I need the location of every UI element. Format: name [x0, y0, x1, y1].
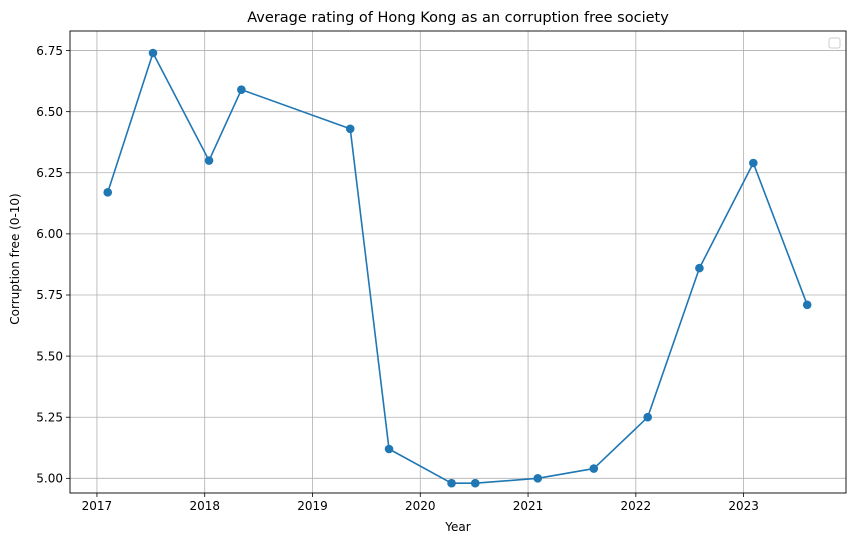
y-tick-label: 5.00: [36, 472, 63, 486]
data-point: [695, 263, 704, 273]
y-tick-label: 5.50: [36, 349, 63, 363]
y-tick-label: 6.75: [36, 44, 63, 58]
data-point: [103, 188, 113, 197]
data-point: [643, 412, 652, 422]
y-tick-label: 5.75: [36, 288, 63, 302]
x-tick-label: 2021: [513, 499, 544, 513]
data-point: [204, 156, 214, 165]
y-tick-label: 6.00: [36, 227, 63, 241]
y-tick-label: 6.25: [36, 166, 63, 180]
data-point: [470, 478, 480, 488]
x-tick-label: 2022: [621, 499, 652, 513]
axis-ticks: 2017 2018 2019 2020 2021 2022 2023 5.00 5.25 5.50…: [36, 44, 759, 513]
data-point: [802, 300, 812, 310]
x-tick-label: 2019: [297, 499, 328, 513]
grid-lines: [70, 31, 846, 493]
data-point: [589, 464, 599, 473]
y-tick-label: 6.50: [36, 105, 63, 119]
x-tick-label: 2023: [728, 499, 759, 513]
data-point: [237, 85, 246, 94]
plot-frame: [69, 30, 847, 494]
x-tick-label: 2017: [82, 499, 113, 513]
data-point: [345, 124, 355, 134]
series-line: [106, 52, 808, 485]
y-axis-label: Corruption free (0-10): [8, 193, 22, 324]
data-point: [533, 474, 543, 483]
data-point: [447, 478, 456, 488]
x-tick-label: 2020: [405, 499, 436, 513]
data-point: [384, 444, 394, 454]
chart-title: Average rating of Hong Kong as an corrup…: [247, 10, 669, 26]
data-point: [148, 48, 158, 58]
legend-box: [828, 37, 841, 49]
y-tick-label: 5.25: [36, 410, 63, 424]
x-axis-label: Year: [444, 520, 470, 534]
x-tick-label: 2018: [189, 499, 220, 513]
data-point: [749, 158, 758, 168]
series-group: [103, 48, 812, 488]
